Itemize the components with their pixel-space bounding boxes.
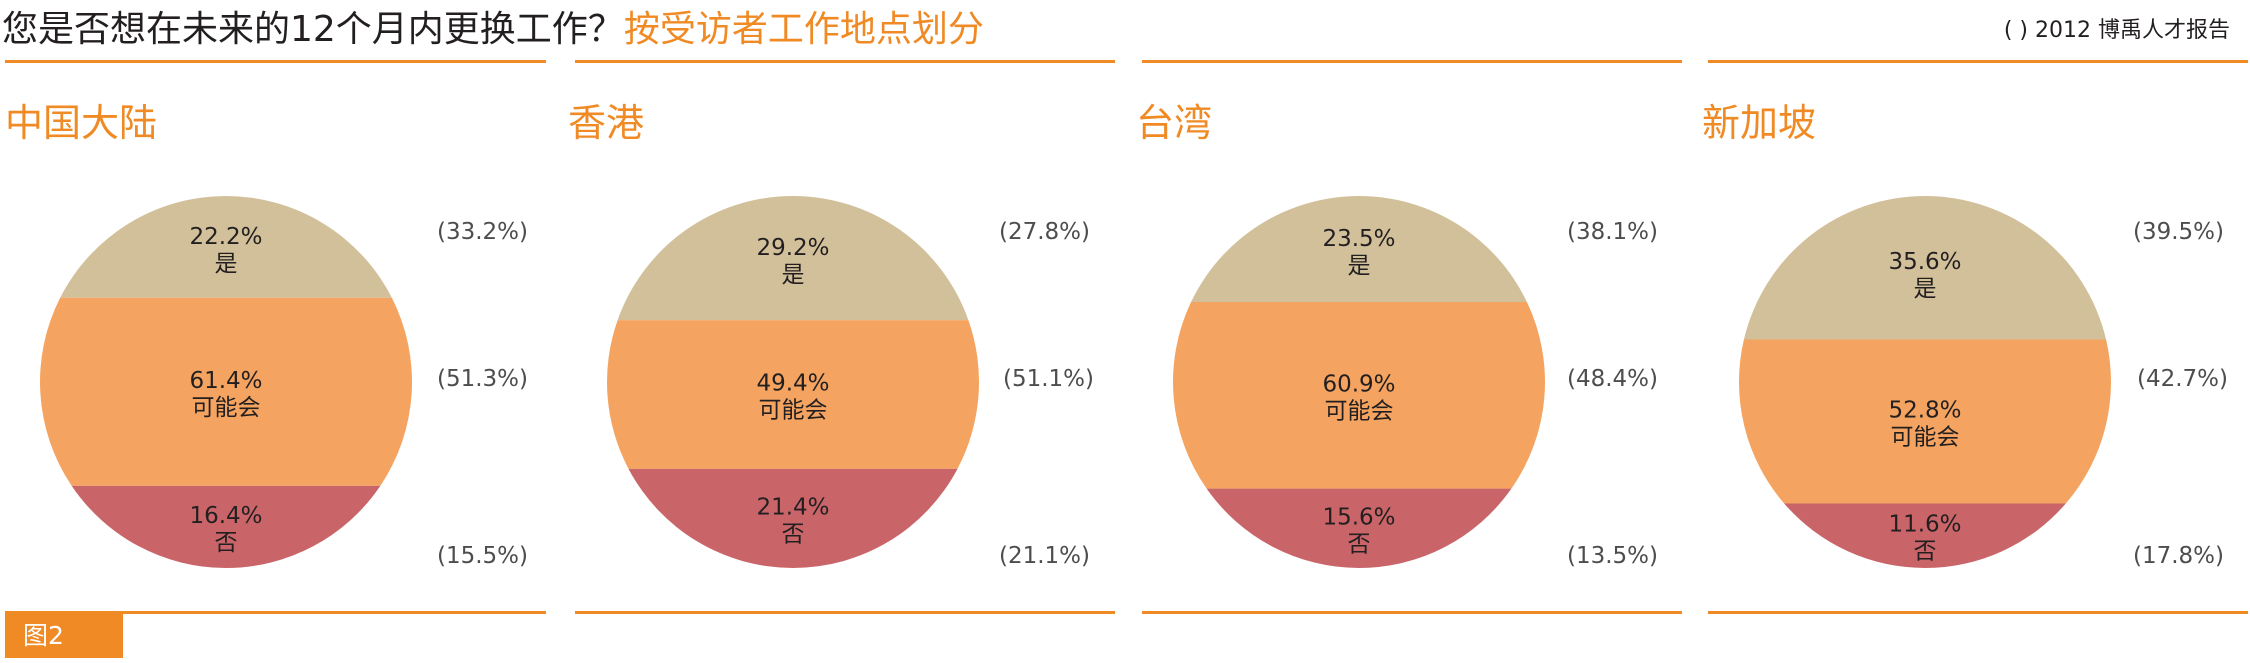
pie-value-label-mainland-maybe: 61.4% <box>189 368 262 394</box>
pie-category-label-hongkong-yes: 是 <box>782 262 805 288</box>
pie-slice-taiwan-yes <box>1191 196 1527 303</box>
title-main: 您是否想在未来的12个月内更换工作？ <box>2 9 624 50</box>
pie-chart-mainland: 22.2%是 61.4%可能会 16.4%否 <box>39 196 413 568</box>
pie-value-label-taiwan-maybe: 60.9% <box>1322 371 1395 397</box>
pie-value-label-taiwan-no: 15.6% <box>1322 504 1395 530</box>
bottom-rule-2 <box>575 611 1115 614</box>
pie-value-label-hongkong-no: 21.4% <box>756 494 829 520</box>
region-title-mainland: 中国大陆 <box>5 101 158 145</box>
pie-category-label-hongkong-no: 否 <box>782 521 805 547</box>
title-accent: 按受访者工作地点划分 <box>623 9 984 50</box>
pie-slice-mainland-no <box>71 485 381 568</box>
pie-slice-hongkong-no <box>628 468 958 568</box>
pie-slice-singapore-maybe <box>1739 339 2111 504</box>
top-rule-2 <box>575 60 1115 63</box>
comparison-label-mainland-no: (15.5%) <box>437 543 529 569</box>
pie-category-label-singapore-yes: 是 <box>1914 276 1937 302</box>
pie-category-label-taiwan-no: 否 <box>1348 531 1371 557</box>
pie-slice-mainland-yes <box>60 196 392 298</box>
comparison-label-hongkong-no: (21.1%) <box>999 543 1091 569</box>
pie-category-label-singapore-maybe: 可能会 <box>1891 425 1960 451</box>
region-title-hongkong: 香港 <box>568 101 645 145</box>
pie-chart-taiwan: 23.5%是 60.9%可能会 15.6%否 <box>1173 196 1545 568</box>
comparison-label-hongkong-yes: (27.8%) <box>999 219 1091 245</box>
pie-value-label-mainland-no: 16.4% <box>189 503 262 529</box>
pie-value-label-mainland-yes: 22.2% <box>189 224 262 250</box>
pie-slice-hongkong-maybe <box>607 320 979 469</box>
pie-value-label-singapore-no: 11.6% <box>1888 512 1961 538</box>
pie-slice-taiwan-maybe <box>1173 302 1545 489</box>
bottom-rule-4 <box>1708 611 2248 614</box>
pie-value-label-hongkong-maybe: 49.4% <box>756 370 829 396</box>
pie-value-label-singapore-maybe: 52.8% <box>1888 398 1961 424</box>
comparison-label-taiwan-no: (13.5%) <box>1567 543 1659 569</box>
bottom-rule-1 <box>5 611 546 614</box>
source-note: ( ) 2012 博禹人才报告 <box>2003 18 2230 43</box>
comparison-label-singapore-no: (17.8%) <box>2133 543 2225 569</box>
figure-number-tag: 图2 <box>5 614 123 658</box>
pie-category-label-mainland-yes: 是 <box>215 251 238 277</box>
pie-value-label-taiwan-yes: 23.5% <box>1322 226 1395 252</box>
bottom-rule-3 <box>1142 611 1682 614</box>
region-title-singapore: 新加坡 <box>1702 101 1817 145</box>
pie-category-label-taiwan-maybe: 可能会 <box>1325 398 1394 424</box>
pie-slice-taiwan-no <box>1206 488 1512 568</box>
top-rule-1 <box>5 60 546 63</box>
pie-value-label-singapore-yes: 35.6% <box>1888 249 1961 275</box>
top-rule-4 <box>1708 60 2248 63</box>
pie-slice-mainland-maybe <box>39 297 413 486</box>
pie-value-label-hongkong-yes: 29.2% <box>756 235 829 261</box>
comparison-label-mainland-yes: (33.2%) <box>437 219 529 245</box>
pie-category-label-mainland-no: 否 <box>215 530 238 556</box>
pie-category-label-taiwan-yes: 是 <box>1348 253 1371 279</box>
pie-chart-hongkong: 29.2%是 49.4%可能会 21.4%否 <box>607 196 979 568</box>
comparison-label-taiwan-yes: (38.1%) <box>1567 219 1659 245</box>
pie-slice-hongkong-yes <box>617 196 969 321</box>
pie-category-label-mainland-maybe: 可能会 <box>192 395 261 421</box>
comparison-label-singapore-yes: (39.5%) <box>2133 219 2225 245</box>
pie-chart-singapore: 35.6%是 52.8%可能会 11.6%否 <box>1739 196 2111 568</box>
comparison-label-mainland-maybe: (51.3%) <box>437 366 529 392</box>
pie-slice-singapore-yes <box>1743 196 2107 340</box>
comparison-label-taiwan-maybe: (48.4%) <box>1567 366 1659 392</box>
pie-slice-singapore-no <box>1784 503 2066 568</box>
comparison-label-hongkong-maybe: (51.1%) <box>1003 366 1095 392</box>
comparison-label-singapore-maybe: (42.7%) <box>2137 366 2229 392</box>
figure-title: 您是否想在未来的12个月内更换工作？按受访者工作地点划分 <box>2 0 984 50</box>
region-title-taiwan: 台湾 <box>1136 101 1213 145</box>
pie-category-label-singapore-no: 否 <box>1914 539 1937 565</box>
pie-category-label-hongkong-maybe: 可能会 <box>759 397 828 423</box>
top-rule-3 <box>1142 60 1682 63</box>
